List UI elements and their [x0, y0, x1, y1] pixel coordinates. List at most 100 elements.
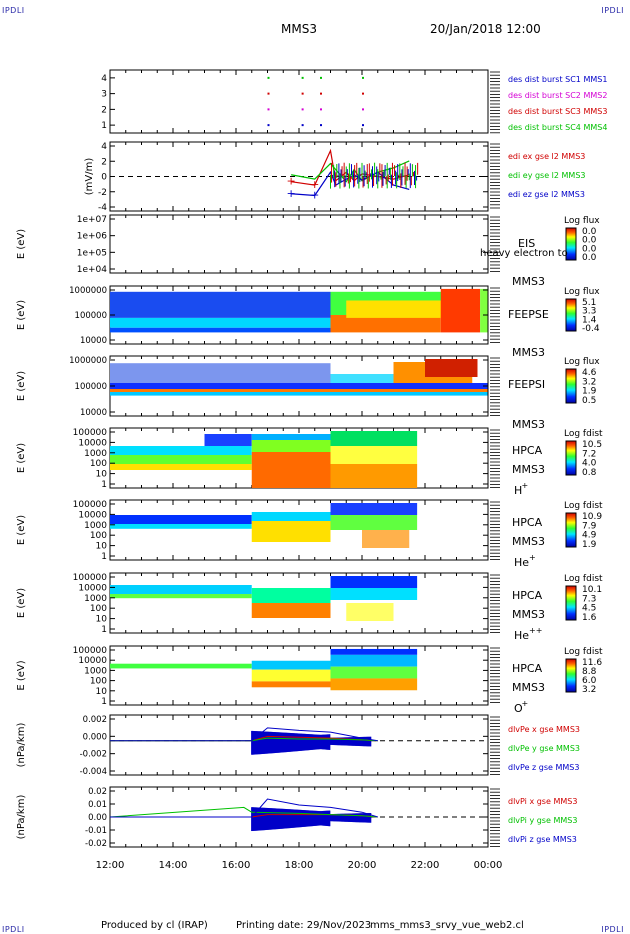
legend-edi-0: edi ex gse l2 MMS3: [508, 152, 585, 161]
spacecraft-label: MMS3: [512, 535, 545, 548]
spectrogram-cell: [330, 374, 425, 383]
y-tick-label: 100: [90, 459, 107, 469]
y-tick-label: 0.002: [83, 715, 107, 725]
burst-mark: [301, 124, 304, 127]
colorbar-hpca-he++-tick-label: 1.6: [582, 613, 597, 623]
burst-mark: [320, 76, 322, 79]
y-axis-label: E (eV): [16, 443, 27, 473]
y-tick-label: 100000: [73, 428, 108, 438]
spectrogram-cell: [330, 648, 418, 655]
colorbar-hpca-he+-tick-label: 10.9: [582, 512, 602, 522]
colorbar-hpca-o+-label: Log fdist: [564, 647, 603, 657]
corner-label-bottom-left: IPDLI: [2, 925, 25, 934]
y-tick-label: 1e+05: [77, 248, 107, 258]
x-tick-label: 12:00: [96, 860, 125, 871]
burst-mark: [301, 108, 304, 111]
y-tick-label: 10000: [78, 510, 107, 520]
spectrogram-cell: [346, 603, 394, 621]
colorbar-hpca-o+-bar: [565, 658, 577, 693]
y-axis-label: E (eV): [16, 300, 27, 330]
colorbar-feepse-tick-label: 1.4: [582, 315, 597, 325]
colorbar-feepsi-tick-label: 1.9: [582, 387, 597, 397]
instrument-label: HPCA: [512, 516, 543, 529]
series-line-edi-1: [291, 160, 410, 183]
colorbar-hpca-he++-label: Log fdist: [564, 574, 603, 584]
legend-dist-burst-2: des dist burst SC2 MMS2: [508, 91, 607, 100]
y-tick-label: 1: [101, 697, 107, 707]
datetime-title: 20/Jan/2018 12:00: [430, 22, 541, 36]
colorbar-eis-tick-label: 0.0: [582, 227, 597, 237]
spectrogram-cell: [425, 359, 478, 377]
legend-dlvPe-1: dlvPe y gse MMS3: [508, 744, 580, 753]
y-tick-label: 3: [101, 90, 107, 100]
burst-mark: [362, 76, 364, 79]
series-line-dlvPe-2: [110, 727, 378, 742]
spectrogram-cell: [330, 576, 418, 588]
spectrogram-cell: [251, 681, 331, 688]
spectrogram-cell: [440, 288, 481, 333]
colorbar-eis-tick-label: 0.0: [582, 253, 597, 263]
spacecraft-title: MMS3: [281, 22, 317, 36]
spectrogram-cell: [204, 434, 252, 446]
colorbar-hpca-he++-tick-label: 4.5: [582, 604, 596, 614]
burst-mark: [267, 92, 270, 95]
y-tick-label: 10: [96, 470, 108, 480]
corner-label-top-left: IPDLI: [2, 6, 25, 15]
spectrogram-cell: [251, 521, 331, 542]
spacecraft-label: MMS3: [512, 418, 545, 431]
colorbar-eis-label: Log flux: [564, 216, 600, 226]
y-tick-label: 100000: [73, 500, 108, 510]
instrument-label: FEEPSI: [508, 378, 545, 391]
x-tick-label: 14:00: [159, 860, 188, 871]
colorbar-feepsi-bar: [565, 368, 577, 404]
colorbar-hpca-h-label: Log fdist: [564, 429, 603, 439]
y-tick-label: 100: [90, 604, 107, 614]
spectrogram-cell: [110, 446, 252, 455]
colorbar-feepse-tick-label: -0.4: [582, 324, 600, 334]
species-label: He: [514, 629, 529, 642]
burst-mark: [362, 108, 364, 111]
legend-dlvPi-0: dlvPi x gse MMS3: [508, 797, 577, 806]
spectrogram-cell: [251, 440, 331, 452]
colorbar-feepsi-label: Log flux: [564, 357, 600, 367]
footer-produced-by: Produced by cl (IRAP): [101, 920, 208, 931]
legend-dlvPi-1: dlvPi y gse MMS3: [508, 816, 577, 825]
spectrogram-cell: [330, 654, 418, 667]
y-tick-label: -2: [98, 188, 107, 198]
burst-mark: [362, 124, 364, 127]
y-axis-label: E (eV): [16, 371, 27, 401]
colorbar-feepse-bar: [565, 298, 577, 332]
x-tick-label: 20:00: [348, 860, 377, 871]
colorbar-feepsi-tick-label: 3.2: [582, 377, 596, 387]
y-axis-label: (mV/m): [84, 158, 95, 196]
colorbar-hpca-he++-bar: [565, 585, 577, 621]
y-tick-label: -0.004: [80, 767, 107, 777]
colorbar-hpca-he+-bar: [565, 512, 577, 548]
legend-dlvPe-0: dlvPe x gse MMS3: [508, 725, 580, 734]
spectrogram-cell: [330, 666, 418, 679]
edi-cross-mark: +: [310, 188, 319, 201]
legend-dlvPe-2: dlvPe z gse MMS3: [508, 763, 579, 772]
spectrogram-cell: [110, 389, 488, 392]
y-tick-label: 1000000: [69, 286, 107, 296]
x-tick-label: 00:00: [474, 860, 503, 871]
y-tick-label: -0.01: [85, 826, 107, 836]
spectrogram-cell: [330, 464, 418, 488]
spectrogram-cell: [251, 512, 331, 521]
burst-mark: [320, 92, 322, 95]
spectrogram-cell: [330, 515, 418, 530]
x-tick-label: 22:00: [411, 860, 440, 871]
colorbar-feepse-label: Log flux: [564, 287, 600, 297]
burst-mark: [301, 92, 304, 95]
colorbar-hpca-o+-tick-label: 11.6: [582, 658, 602, 668]
colorbar-feepse-tick-label: 3.3: [582, 307, 596, 317]
spectrogram-cell: [110, 327, 331, 333]
y-tick-label: 1: [101, 480, 107, 490]
spectrogram-cell: [330, 315, 441, 333]
colorbar-hpca-he+-tick-label: 1.9: [582, 540, 597, 550]
spectrogram-cell: [251, 603, 331, 618]
edi-cross-mark: +: [287, 175, 296, 188]
legend-edi-2: edi ez gse l2 MMS3: [508, 190, 585, 199]
y-tick-label: 100000: [75, 311, 107, 321]
